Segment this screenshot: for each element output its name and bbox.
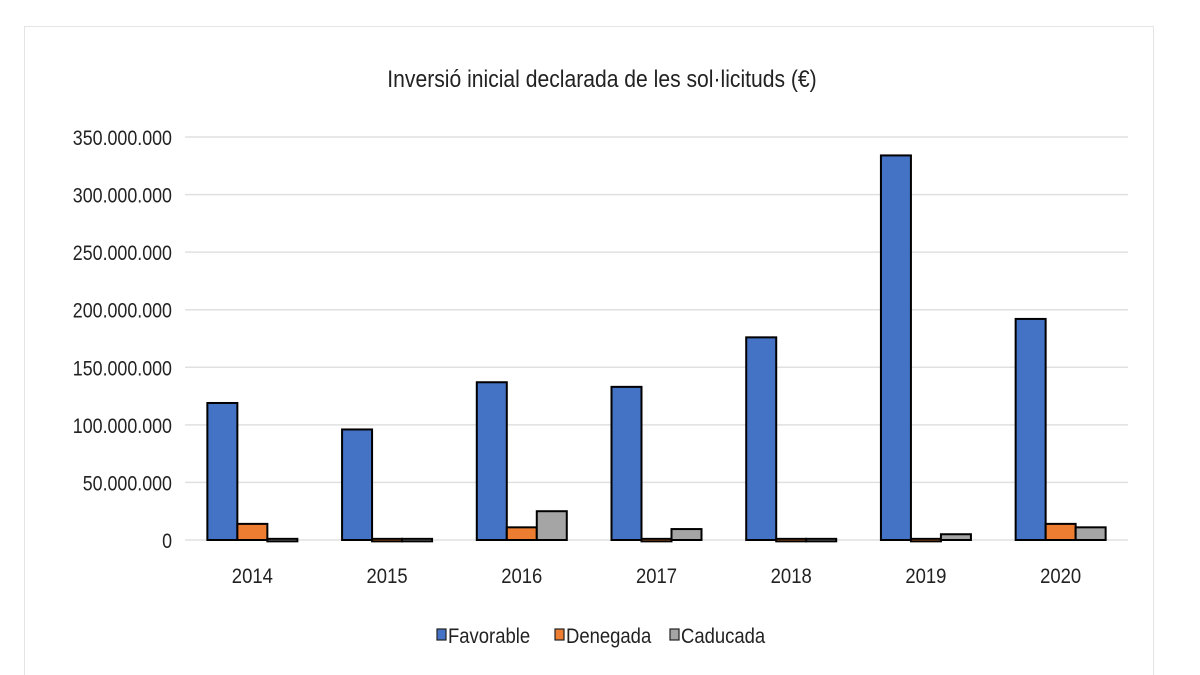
bar-caducada-2015 [401,537,434,543]
bar-denegada-2016 [505,526,538,542]
y-tick-label: 300.000.000 [73,184,172,208]
bar-favorable-2020 [1014,317,1047,541]
legend-label: Favorable [448,625,530,648]
x-tick-label: 2019 [905,565,946,588]
bar-caducada-2020 [1074,526,1107,542]
bar-caducada-2016 [535,510,568,542]
y-tick-label: 350.000.000 [73,127,172,151]
bar-favorable-2016 [475,381,508,541]
bar-denegada-2020 [1044,522,1077,542]
legend-item-denegada: Denegada [554,625,651,648]
x-tick-label: 2014 [232,565,273,588]
bar-caducada-2017 [670,528,703,541]
bars [206,154,1107,543]
y-axis-ticks: 0 50.000.000 100.000.000 150.000.000 200.000… [73,127,172,554]
legend-item-favorable: Favorable [436,625,530,648]
x-axis-ticks: 2014 2015 2016 2017 2018 2019 2020 [232,565,1081,588]
bar-favorable-2019 [879,154,912,541]
bar-favorable-2017 [610,385,643,541]
legend-swatch [554,628,565,641]
x-tick-label: 2017 [636,565,677,588]
bar-denegada-2014 [236,522,269,542]
bar-favorable-2018 [745,336,778,541]
y-tick-label: 50.000.000 [83,472,172,496]
y-tick-label: 0 [162,530,172,554]
bar-denegada-2017 [640,537,673,543]
legend-swatch [669,628,680,641]
y-tick-label: 250.000.000 [73,242,172,266]
x-tick-label: 2016 [501,565,542,588]
legend-swatch [436,628,447,641]
x-tick-label: 2020 [1040,565,1081,588]
chart-card [24,26,1154,675]
bar-caducada-2018 [805,537,838,543]
bar-caducada-2019 [939,533,972,542]
legend-label: Caducada [681,625,765,648]
bar-denegada-2019 [909,537,942,543]
bar-denegada-2018 [775,537,808,543]
legend-label: Denegada [566,625,651,648]
y-tick-label: 100.000.000 [73,415,172,439]
bar-favorable-2014 [206,401,239,542]
bar-caducada-2014 [266,537,299,543]
bar-favorable-2015 [341,428,374,541]
x-tick-label: 2015 [367,565,408,588]
chart-title: Inversió inicial declarada de les sol·li… [387,66,816,93]
x-tick-label: 2018 [771,565,812,588]
y-tick-label: 200.000.000 [73,299,172,323]
gridlines [185,136,1128,541]
legend-item-caducada: Caducada [669,625,765,648]
legend: Favorable Denegada Caducada [436,625,765,648]
y-tick-label: 150.000.000 [73,357,172,381]
bar-denegada-2015 [371,537,404,543]
